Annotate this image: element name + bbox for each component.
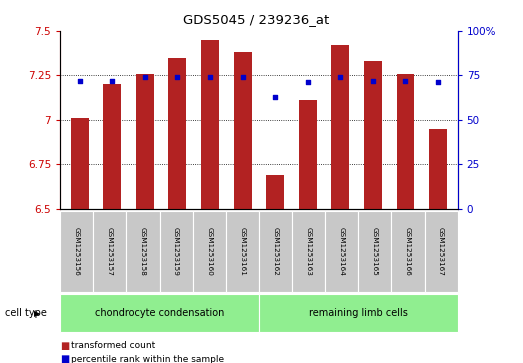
Text: ■: ■ bbox=[60, 340, 70, 351]
Text: percentile rank within the sample: percentile rank within the sample bbox=[71, 355, 224, 363]
Bar bbox=[429, 129, 447, 209]
Bar bbox=[266, 175, 284, 209]
Point bbox=[173, 74, 181, 80]
Point bbox=[434, 79, 442, 85]
Text: GSM1253164: GSM1253164 bbox=[339, 227, 345, 276]
Text: GSM1253158: GSM1253158 bbox=[140, 227, 146, 276]
Text: GSM1253159: GSM1253159 bbox=[173, 227, 179, 276]
Point bbox=[238, 74, 247, 80]
Text: chondrocyte condensation: chondrocyte condensation bbox=[95, 308, 224, 318]
Text: GSM1253162: GSM1253162 bbox=[272, 227, 278, 276]
Bar bbox=[136, 74, 154, 209]
Text: transformed count: transformed count bbox=[71, 341, 155, 350]
Text: ■: ■ bbox=[60, 354, 70, 363]
Point bbox=[75, 78, 84, 83]
Point bbox=[401, 78, 410, 83]
Text: GSM1253165: GSM1253165 bbox=[372, 227, 378, 276]
Bar bbox=[201, 40, 219, 209]
Text: GSM1253163: GSM1253163 bbox=[305, 227, 312, 276]
Text: GSM1253157: GSM1253157 bbox=[107, 227, 113, 276]
Bar bbox=[299, 100, 317, 209]
Text: GSM1253161: GSM1253161 bbox=[240, 227, 245, 276]
Bar bbox=[234, 52, 252, 209]
Text: GSM1253167: GSM1253167 bbox=[438, 227, 444, 276]
Point bbox=[108, 78, 117, 83]
Text: ▶: ▶ bbox=[35, 309, 41, 318]
Bar bbox=[168, 58, 186, 209]
Point bbox=[303, 79, 312, 85]
Point bbox=[271, 94, 279, 99]
Bar bbox=[396, 74, 414, 209]
Text: GDS5045 / 239236_at: GDS5045 / 239236_at bbox=[183, 13, 329, 26]
Bar bbox=[71, 118, 89, 209]
Point bbox=[369, 78, 377, 83]
Bar bbox=[104, 84, 121, 209]
Point bbox=[336, 74, 345, 80]
Bar bbox=[364, 61, 382, 209]
Text: GSM1253156: GSM1253156 bbox=[74, 227, 79, 276]
Text: GSM1253166: GSM1253166 bbox=[405, 227, 411, 276]
Bar bbox=[332, 45, 349, 209]
Point bbox=[206, 74, 214, 80]
Text: cell type: cell type bbox=[5, 308, 47, 318]
Text: GSM1253160: GSM1253160 bbox=[206, 227, 212, 276]
Point bbox=[141, 74, 149, 80]
Text: remaining limb cells: remaining limb cells bbox=[309, 308, 408, 318]
